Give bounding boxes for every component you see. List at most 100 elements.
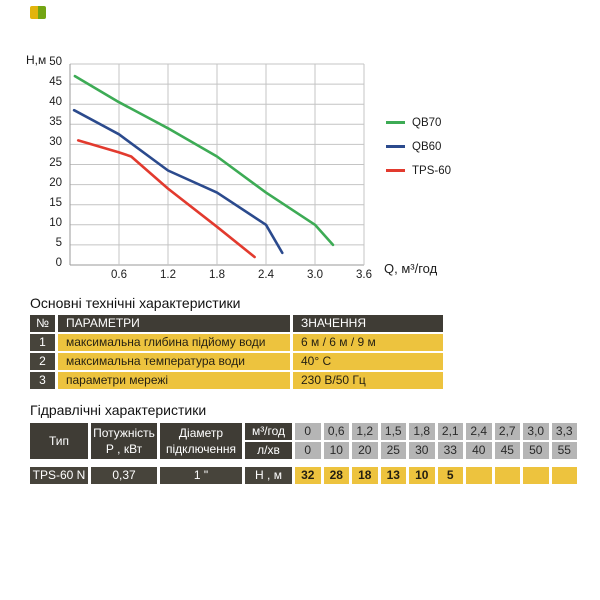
legend-entry: QB60 bbox=[386, 140, 451, 153]
y-tick-label: 40 bbox=[49, 96, 62, 109]
x-tick-label: 1.8 bbox=[209, 269, 225, 281]
hydraulic-value-column: 2,1 33 bbox=[437, 423, 463, 459]
hydraulic-header-diameter: Діаметр підключення bbox=[160, 423, 242, 459]
x-tick-label: 1.2 bbox=[160, 269, 176, 281]
hydraulic-value-column: 3,3 55 bbox=[551, 423, 577, 459]
flow-value: 2,4 bbox=[466, 423, 492, 440]
pump-power: 0,37 bbox=[91, 467, 157, 484]
hydraulic-data-row: TPS-60 N 0,37 1 " Н , м 32 28 18 13 10 5 bbox=[30, 467, 577, 484]
hydraulic-value-column: 1,2 20 bbox=[352, 423, 378, 459]
lmin-value: 30 bbox=[409, 442, 435, 459]
y-tick-label: 15 bbox=[49, 196, 62, 209]
y-tick-label: 30 bbox=[49, 136, 62, 149]
spec-header-num: № bbox=[30, 315, 55, 332]
head-value bbox=[523, 467, 549, 484]
lmin-value: 40 bbox=[466, 442, 492, 459]
diameter-line2: підключення bbox=[166, 442, 236, 456]
lmin-value: 20 bbox=[352, 442, 378, 459]
y-tick-label: 25 bbox=[49, 156, 62, 169]
legend-line-swatch bbox=[386, 145, 405, 148]
flow-value: 1,2 bbox=[352, 423, 378, 440]
curve-qb60 bbox=[72, 108, 284, 255]
y-tick-label: 20 bbox=[49, 176, 62, 189]
spec-section-heading: Основні технічні характеристики bbox=[30, 295, 241, 311]
x-tick-label: 3.0 bbox=[307, 269, 323, 281]
lmin-value: 55 bbox=[551, 442, 577, 459]
spec-table-row: 2 максимальна температура води 40° C bbox=[30, 353, 443, 370]
spec-header-param: ПАРАМЕТРИ bbox=[58, 315, 290, 332]
spec-row-value: 230 В/50 Гц bbox=[293, 372, 443, 389]
head-value: 18 bbox=[352, 467, 378, 484]
hydraulic-table: Тип Потужність Р , кВт Діаметр підключення м³… bbox=[30, 423, 577, 484]
chart-legend: QB70 QB60 TPS-60 bbox=[386, 116, 451, 188]
y-tick-label: 45 bbox=[49, 76, 62, 89]
y-tick-label: 5 bbox=[55, 236, 62, 249]
legend-label: QB70 bbox=[412, 116, 442, 129]
lmin-value: 0 bbox=[295, 442, 321, 459]
spec-header-value: ЗНАЧЕННЯ bbox=[293, 315, 443, 332]
hydraulic-header-row: Тип Потужність Р , кВт Діаметр підключення м³… bbox=[30, 423, 577, 459]
hydraulic-value-column: 0,6 10 bbox=[323, 423, 349, 459]
spec-table-row: 1 максимальна глибина підйому води 6 м / 6… bbox=[30, 334, 443, 351]
hydraulic-value-column: 1,8 30 bbox=[409, 423, 435, 459]
hydraulic-value-column: 3,0 50 bbox=[523, 423, 549, 459]
legend-entry: QB70 bbox=[386, 116, 451, 129]
head-value: 5 bbox=[437, 467, 463, 484]
hydraulic-value-column: 2,7 45 bbox=[494, 423, 520, 459]
y-axis-title: Н,м bbox=[26, 53, 47, 67]
head-value: 13 bbox=[380, 467, 406, 484]
head-value bbox=[494, 467, 520, 484]
legend-label: TPS-60 bbox=[412, 164, 451, 177]
lmin-value: 45 bbox=[494, 442, 520, 459]
power-line2: Р , кВт bbox=[105, 442, 143, 456]
hydraulic-value-column: 1,5 25 bbox=[380, 423, 406, 459]
pump-type: TPS-60 N bbox=[30, 467, 88, 484]
spec-row-num: 3 bbox=[30, 372, 55, 389]
flow-value: 0,6 bbox=[323, 423, 349, 440]
spec-row-param: параметри мережі bbox=[58, 372, 290, 389]
flow-value: 3,0 bbox=[523, 423, 549, 440]
y-tick-label: 50 bbox=[49, 56, 62, 68]
flow-value: 3,3 bbox=[551, 423, 577, 440]
x-axis-title: Q, м³/год bbox=[384, 261, 438, 276]
y-tick-label: 0 bbox=[55, 257, 62, 269]
pump-diameter: 1 " bbox=[160, 467, 242, 484]
spec-row-num: 1 bbox=[30, 334, 55, 351]
lmin-value: 10 bbox=[323, 442, 349, 459]
head-value bbox=[551, 467, 577, 484]
lmin-unit-label: л/хв bbox=[245, 442, 292, 459]
brand-icon bbox=[30, 6, 46, 19]
x-tick-label: 0.6 bbox=[111, 269, 127, 281]
hydraulic-header-power: Потужність Р , кВт bbox=[91, 423, 157, 459]
legend-line-swatch bbox=[386, 169, 405, 172]
flow-value: 0 bbox=[295, 423, 321, 440]
head-value: 28 bbox=[323, 467, 349, 484]
chart-plot bbox=[69, 63, 365, 266]
x-tick-label: 3.6 bbox=[356, 269, 372, 281]
legend-label: QB60 bbox=[412, 140, 442, 153]
spec-row-value: 6 м / 6 м / 9 м bbox=[293, 334, 443, 351]
hydraulic-section-heading: Гідравлічні характеристики bbox=[30, 402, 207, 418]
hydraulic-header-units: м³/год л/хв bbox=[245, 423, 292, 459]
lmin-value: 33 bbox=[437, 442, 463, 459]
spec-row-num: 2 bbox=[30, 353, 55, 370]
flow-value: 2,1 bbox=[437, 423, 463, 440]
diameter-line1: Діаметр bbox=[178, 426, 224, 440]
head-row-label: Н , м bbox=[245, 467, 292, 484]
spec-row-param: максимальна температура води bbox=[58, 353, 290, 370]
flow-value: 2,7 bbox=[494, 423, 520, 440]
spec-row-value: 40° C bbox=[293, 353, 443, 370]
lmin-value: 50 bbox=[523, 442, 549, 459]
y-tick-label: 35 bbox=[49, 116, 62, 129]
spec-table-header-row: № ПАРАМЕТРИ ЗНАЧЕННЯ bbox=[30, 315, 443, 332]
spec-table-row: 3 параметри мережі 230 В/50 Гц bbox=[30, 372, 443, 389]
flow-unit-label: м³/год bbox=[245, 423, 292, 440]
power-line1: Потужність bbox=[93, 426, 155, 440]
legend-line-swatch bbox=[386, 121, 405, 124]
legend-entry: TPS-60 bbox=[386, 164, 451, 177]
spec-row-param: максимальна глибина підйому води bbox=[58, 334, 290, 351]
head-value: 32 bbox=[295, 467, 321, 484]
